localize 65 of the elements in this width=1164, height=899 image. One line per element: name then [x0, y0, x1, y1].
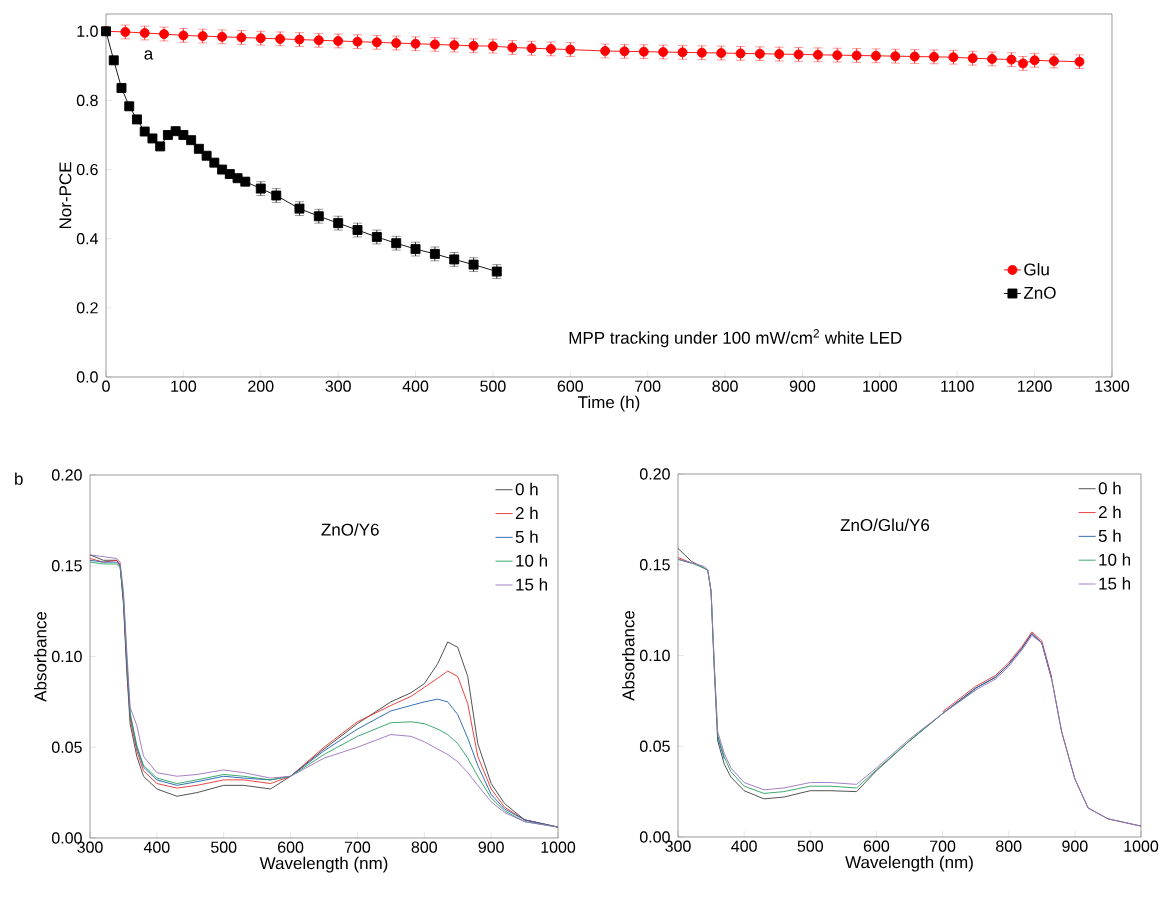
legend-label: 2 h	[1098, 505, 1121, 518]
x-tick-label: 1000	[541, 841, 576, 853]
x-tick-label: 500	[480, 380, 506, 392]
x-tick-label: 400	[402, 380, 429, 392]
legend-label: ZnO	[1023, 286, 1056, 299]
y-tick-label: 0.20	[51, 469, 82, 481]
y-axis-title: Absorbance	[621, 610, 635, 701]
legend-label: 15 h	[516, 578, 547, 591]
y-tick-label: 1.0	[77, 25, 98, 37]
y-tick-label: 0.20	[639, 468, 670, 480]
x-tick-label: 900	[1062, 840, 1088, 852]
x-tick-label: 200	[248, 380, 274, 392]
x-tick-label: 700	[930, 840, 956, 852]
y-tick-label: 0.10	[639, 649, 670, 662]
legend-label: 5 h	[515, 530, 538, 543]
x-tick-label: 400	[143, 841, 170, 853]
x-tick-label: 600	[557, 380, 584, 392]
legend-label: 2 h	[515, 506, 538, 519]
x-axis-title: Wavelength (nm)	[259, 856, 388, 873]
legend-label: 15 h	[1099, 577, 1131, 590]
x-tick-label: 700	[344, 841, 371, 853]
annotation: ZnO/Glu/Y6	[840, 518, 930, 532]
x-tick-label: 0	[102, 380, 110, 392]
x-tick-label: 1000	[1124, 840, 1159, 852]
legend-label: 0 h	[1098, 481, 1121, 495]
x-tick-label: 900	[789, 380, 816, 392]
x-tick-label: 1200	[1018, 380, 1052, 392]
y-tick-label: 0.10	[51, 650, 82, 663]
annotation: MPP tracking under 100 mW/cm$^{2}$ white LED	[569, 329, 902, 348]
y-tick-label: 0.4	[76, 233, 98, 245]
x-tick-label: 800	[712, 380, 738, 392]
y-tick-label: 0.0	[76, 371, 98, 383]
x-tick-label: 300	[325, 380, 351, 392]
legend-label: Glu	[1024, 263, 1049, 276]
x-tick-label: 500	[797, 840, 823, 852]
y-tick-label: 0.05	[639, 740, 670, 752]
x-tick-label: 500	[211, 841, 237, 853]
y-tick-label: 0.15	[51, 560, 82, 572]
x-tick-label: 600	[278, 841, 304, 853]
y-tick-label: 0.6	[76, 163, 98, 176]
y-tick-label: 0.15	[639, 559, 670, 571]
x-tick-label: 100	[171, 380, 197, 392]
legend-label: 10 h	[516, 554, 547, 567]
y-tick-label: 0.2	[76, 302, 98, 314]
x-tick-label: 800	[996, 840, 1022, 852]
legend-label: 10 h	[1099, 553, 1131, 566]
x-tick-label: 900	[478, 841, 504, 853]
text: b	[15, 472, 23, 485]
x-tick-label: 1100	[941, 380, 974, 392]
x-tick-label: 800	[411, 841, 437, 853]
legend-label: 5 h	[1098, 529, 1121, 542]
y-tick-label: 0.8	[76, 94, 98, 107]
x-tick-label: 1300	[1095, 380, 1130, 392]
y-axis-title: Nor-PCE	[59, 162, 72, 229]
annotation: a	[144, 50, 154, 60]
y-tick-label: 0.05	[51, 741, 82, 753]
x-tick-label: 600	[863, 840, 890, 852]
x-tick-label: 400	[731, 840, 757, 852]
x-tick-label: 1000	[863, 380, 897, 392]
x-tick-label: 700	[635, 380, 661, 392]
legend-label: 0 h	[515, 482, 538, 496]
x-axis-title: Wavelength (nm)	[845, 855, 973, 872]
annotation: ZnO/Y6	[321, 523, 379, 536]
x-axis-title: Time (h)	[578, 395, 640, 412]
y-axis-title: Absorbance	[33, 611, 47, 702]
